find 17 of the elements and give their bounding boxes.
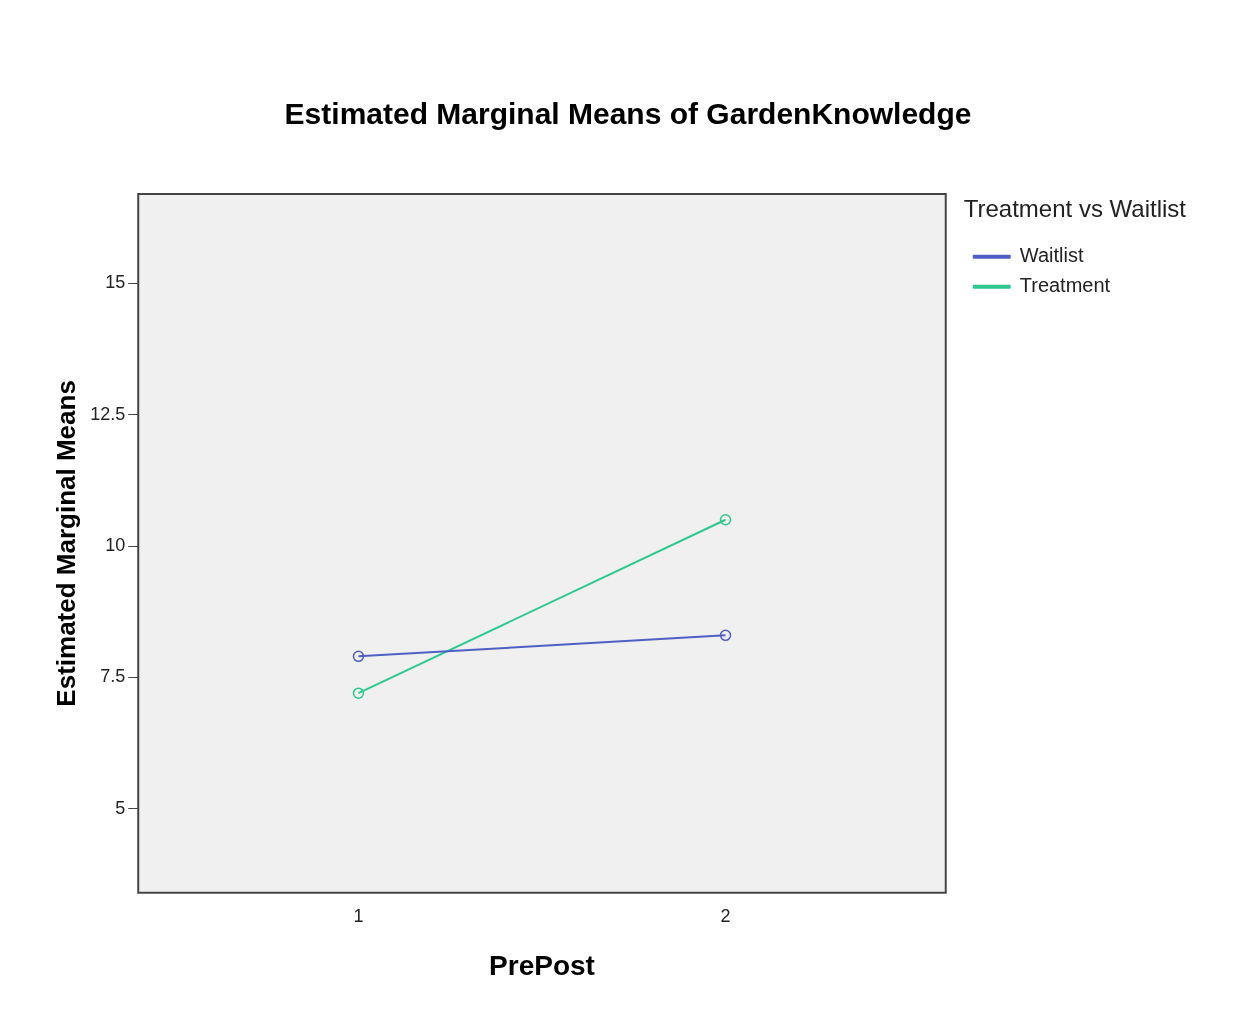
chart-title: Estimated Marginal Means of GardenKnowledge xyxy=(284,97,972,131)
y-tick-label: 7.5 xyxy=(100,666,126,687)
y-tick-label: 15 xyxy=(105,272,126,293)
point xyxy=(719,629,732,642)
legend-title: Treatment vs Waitlist xyxy=(963,194,1187,222)
legend-label: Waitlist xyxy=(1019,244,1084,267)
y-tick-label: 10 xyxy=(105,535,126,555)
x-axis-title: PrePost xyxy=(489,949,595,981)
y-tick-label: 12.5 xyxy=(90,403,126,424)
x-tick-label: 1 xyxy=(353,905,364,926)
y-tick-label: 5 xyxy=(115,797,126,818)
y-axis-title: Estimated Marginal Means xyxy=(50,380,81,707)
point xyxy=(352,687,365,699)
x-tick-label: 2 xyxy=(720,905,731,926)
point xyxy=(719,514,732,526)
legend-label: Treatment xyxy=(1019,274,1111,297)
point xyxy=(352,650,365,663)
